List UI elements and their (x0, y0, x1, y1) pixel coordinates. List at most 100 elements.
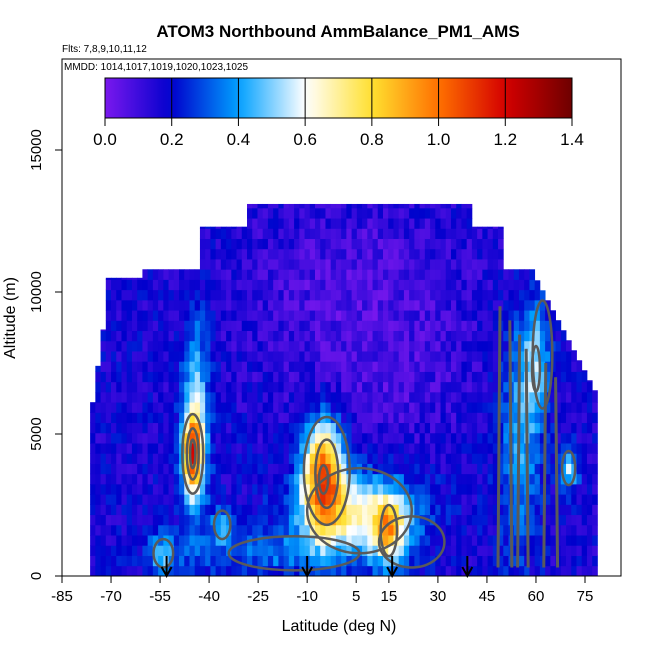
heatmap-cell (100, 391, 107, 403)
heatmap-cell (199, 422, 206, 434)
heatmap-cell (152, 422, 159, 434)
heatmap-cell (414, 320, 420, 332)
heatmap-cell (215, 238, 222, 250)
heatmap-cell (231, 463, 237, 475)
heatmap-cell (377, 269, 384, 280)
heatmap-cell (304, 463, 311, 475)
heatmap-cell (566, 473, 572, 485)
heatmap-cell (529, 443, 536, 454)
heatmap-cell (356, 351, 363, 362)
heatmap-cell (545, 524, 551, 536)
heatmap-cell (571, 494, 577, 505)
heatmap-cell (534, 443, 541, 454)
heatmap-cell (424, 545, 431, 556)
heatmap-cell (382, 453, 389, 464)
heatmap-cell (315, 381, 321, 393)
heatmap-cell (398, 351, 405, 362)
heatmap-cell (518, 269, 525, 280)
heatmap-cell (471, 514, 478, 526)
heatmap-cell (283, 330, 290, 342)
heatmap-cell (362, 473, 368, 485)
heatmap-cell (498, 299, 504, 311)
heatmap-cell (126, 545, 133, 556)
heatmap-cell (555, 453, 562, 464)
heatmap-cell (111, 320, 117, 332)
heatmap-cell (356, 514, 363, 526)
heatmap-cell (142, 555, 149, 567)
heatmap-cell (566, 340, 572, 342)
heatmap-cell (105, 565, 112, 576)
heatmap-cell (513, 330, 520, 342)
heatmap-cell (414, 504, 420, 516)
heatmap-cell (571, 514, 577, 526)
heatmap-cell (335, 269, 342, 280)
heatmap-cell (477, 412, 483, 424)
heatmap-cell (398, 218, 405, 229)
heatmap-cell (299, 494, 305, 505)
heatmap-cell (210, 238, 217, 250)
heatmap-cell (566, 391, 572, 403)
heatmap-cell (409, 320, 415, 332)
heatmap-cell (351, 535, 358, 546)
heatmap-cell (367, 494, 373, 505)
heatmap-cell (456, 565, 462, 576)
heatmap-cell (518, 545, 525, 556)
heatmap-cell (534, 412, 541, 424)
heatmap-cell (503, 524, 509, 536)
heatmap-cell (430, 218, 436, 229)
y-tick-label: 15000 (28, 129, 45, 171)
heatmap-cell (236, 279, 243, 291)
heatmap-cell (247, 361, 253, 372)
heatmap-cell (471, 351, 478, 362)
heatmap-cell (362, 412, 368, 424)
heatmap-cell (571, 350, 577, 352)
heatmap-cell (163, 504, 169, 516)
heatmap-cell (95, 504, 101, 516)
heatmap-cell (142, 473, 149, 485)
heatmap-cell (341, 422, 347, 434)
heatmap-cell (194, 269, 201, 280)
heatmap-cell (466, 351, 473, 362)
heatmap-cell (461, 218, 468, 229)
heatmap-cell (435, 514, 441, 526)
heatmap-cell (388, 269, 394, 280)
heatmap-cell (341, 340, 347, 352)
heatmap-cell (388, 524, 394, 536)
heatmap-cell (220, 402, 227, 413)
heatmap-cell (267, 310, 274, 321)
heatmap-cell (215, 555, 222, 567)
heatmap-cell (309, 238, 316, 250)
heatmap-cell (189, 555, 196, 567)
heatmap-cell (147, 494, 154, 505)
heatmap-cell (105, 279, 112, 291)
heatmap-cell (440, 402, 447, 413)
heatmap-cell (126, 330, 133, 342)
heatmap-cell (435, 432, 441, 444)
heatmap-cell (414, 412, 420, 424)
heatmap-cell (231, 351, 237, 362)
heatmap-cell (335, 402, 342, 413)
heatmap-cell (105, 361, 112, 372)
heatmap-cell (220, 351, 227, 362)
heatmap-cell (257, 432, 264, 444)
heatmap-cell (320, 340, 326, 352)
heatmap-cell (278, 494, 285, 505)
heatmap-cell (372, 371, 379, 383)
heatmap-cell (435, 535, 441, 546)
heatmap-cell (163, 545, 169, 556)
heatmap-cell (414, 310, 420, 321)
heatmap-cell (309, 432, 316, 444)
heatmap-cell (247, 463, 253, 475)
heatmap-cell (288, 207, 295, 219)
heatmap-cell (179, 432, 185, 444)
heatmap-cell (362, 371, 368, 383)
heatmap-cell (152, 289, 159, 301)
heatmap-cell (247, 351, 253, 362)
heatmap-cell (471, 494, 478, 505)
heatmap-cell (377, 340, 384, 352)
heatmap-cell (236, 514, 243, 526)
heatmap-cell (309, 207, 316, 219)
heatmap-cell (252, 432, 258, 444)
heatmap-cell (471, 361, 478, 372)
heatmap-cell (194, 504, 201, 516)
